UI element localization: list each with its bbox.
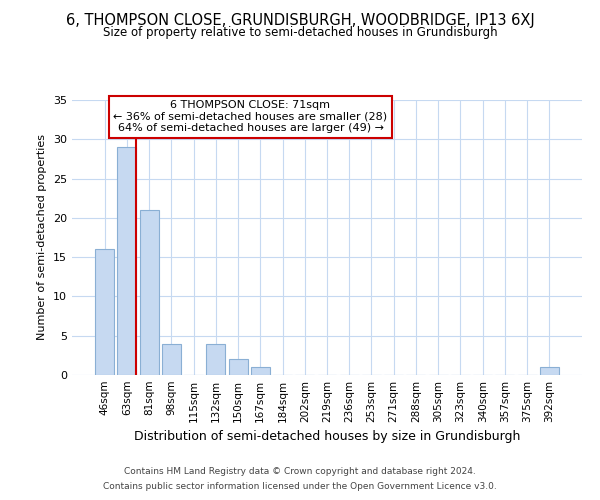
Bar — [206, 344, 225, 375]
Bar — [229, 360, 248, 375]
Y-axis label: Number of semi-detached properties: Number of semi-detached properties — [37, 134, 47, 340]
Text: 6, THOMPSON CLOSE, GRUNDISBURGH, WOODBRIDGE, IP13 6XJ: 6, THOMPSON CLOSE, GRUNDISBURGH, WOODBRI… — [65, 12, 535, 28]
Text: Contains public sector information licensed under the Open Government Licence v3: Contains public sector information licen… — [103, 482, 497, 491]
Text: 6 THOMPSON CLOSE: 71sqm
← 36% of semi-detached houses are smaller (28)
64% of se: 6 THOMPSON CLOSE: 71sqm ← 36% of semi-de… — [113, 100, 388, 133]
Bar — [140, 210, 158, 375]
Bar — [95, 250, 114, 375]
Text: Contains HM Land Registry data © Crown copyright and database right 2024.: Contains HM Land Registry data © Crown c… — [124, 467, 476, 476]
Bar — [251, 367, 270, 375]
X-axis label: Distribution of semi-detached houses by size in Grundisburgh: Distribution of semi-detached houses by … — [134, 430, 520, 444]
Bar — [540, 367, 559, 375]
Text: Size of property relative to semi-detached houses in Grundisburgh: Size of property relative to semi-detach… — [103, 26, 497, 39]
Bar — [118, 147, 136, 375]
Bar — [162, 344, 181, 375]
